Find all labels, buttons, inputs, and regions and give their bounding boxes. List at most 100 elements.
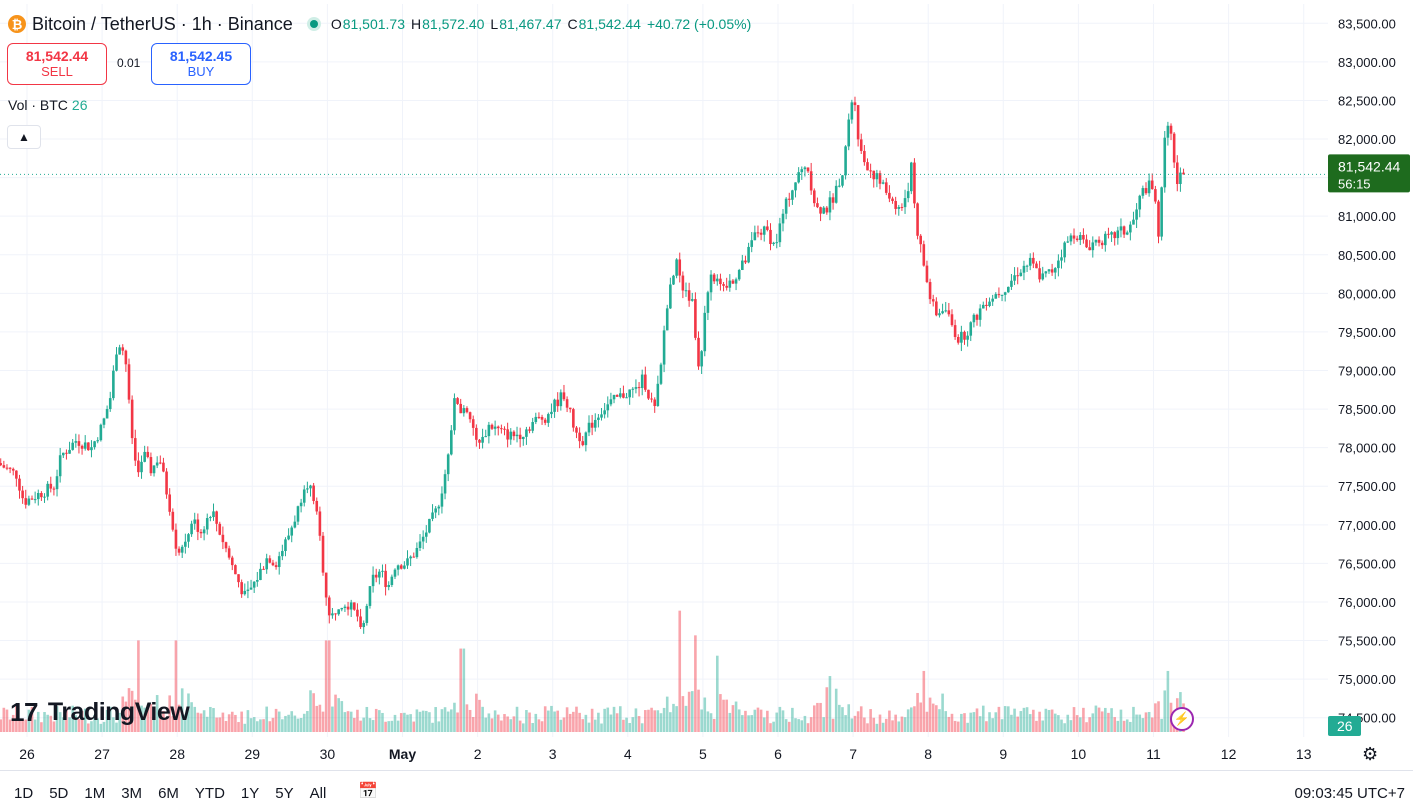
candle-body bbox=[834, 185, 838, 203]
volume-bar bbox=[853, 715, 857, 732]
volume-bar bbox=[809, 717, 813, 732]
candle-body bbox=[766, 226, 769, 230]
calendar-icon[interactable]: 📅 bbox=[358, 783, 378, 800]
candle-body bbox=[162, 462, 165, 472]
candle-body bbox=[240, 582, 243, 595]
range-3m[interactable]: 3M bbox=[121, 785, 143, 802]
candle-body bbox=[866, 162, 869, 171]
volume-bar bbox=[218, 717, 222, 732]
clock-display[interactable]: 09:03:45 UTC+7 bbox=[1294, 785, 1406, 802]
tradingview-logo[interactable]: 17 TradingView bbox=[10, 697, 190, 728]
candle-body bbox=[102, 418, 106, 425]
volume-bar bbox=[215, 717, 218, 732]
volume-bar bbox=[575, 706, 578, 732]
lightning-icon[interactable]: ⚡ bbox=[1170, 707, 1194, 731]
range-1m[interactable]: 1M bbox=[84, 785, 106, 802]
sell-button[interactable]: 81,542.44 SELL bbox=[7, 43, 107, 85]
symbol-title[interactable]: Bitcoin / TetherUS · 1h · Binance bbox=[32, 13, 293, 34]
volume-bar bbox=[418, 711, 422, 732]
candle-body bbox=[1113, 232, 1116, 239]
candle-body bbox=[1122, 226, 1126, 235]
range-1d[interactable]: 1D bbox=[14, 785, 34, 802]
volume-bar bbox=[312, 693, 315, 732]
range-ytd[interactable]: YTD bbox=[194, 785, 225, 802]
volume-bar bbox=[496, 714, 500, 732]
volume-bar bbox=[675, 706, 678, 732]
settings-gear-icon[interactable]: ⚙ bbox=[1362, 744, 1379, 764]
candle-body bbox=[484, 436, 488, 438]
range-5y[interactable]: 5Y bbox=[275, 785, 294, 802]
candle-body bbox=[819, 207, 822, 214]
volume-bar bbox=[1063, 723, 1066, 732]
candle-body bbox=[803, 167, 807, 170]
volume-bar bbox=[540, 721, 544, 732]
time-tick-label: 5 bbox=[699, 746, 707, 762]
candle-body bbox=[787, 198, 791, 200]
volume-bar bbox=[174, 640, 178, 732]
candle-body bbox=[1110, 232, 1113, 235]
candle-body bbox=[597, 417, 600, 420]
candle-body bbox=[503, 428, 506, 430]
candle-body bbox=[550, 411, 553, 415]
candle-body bbox=[800, 169, 804, 173]
volume-bar bbox=[450, 709, 453, 732]
volume-bar bbox=[290, 711, 294, 732]
volume-bar bbox=[21, 718, 24, 732]
volume-legend[interactable]: Vol · BTC 26 bbox=[8, 97, 87, 113]
buy-button[interactable]: 81,542.45 BUY bbox=[151, 43, 251, 85]
volume-bar bbox=[928, 697, 932, 732]
volume-bar bbox=[819, 702, 822, 732]
candle-body bbox=[190, 523, 193, 535]
range-5d[interactable]: 5D bbox=[49, 785, 69, 802]
candle-body bbox=[1091, 242, 1095, 251]
volume-bar bbox=[412, 721, 416, 732]
candle-body bbox=[168, 494, 171, 512]
candle-body bbox=[562, 392, 566, 400]
volume-bar bbox=[171, 716, 175, 732]
candle-body bbox=[143, 451, 146, 462]
volume-bar bbox=[512, 716, 516, 732]
candle-body bbox=[281, 551, 284, 557]
volume-bar bbox=[1041, 720, 1045, 732]
candle-body bbox=[312, 485, 315, 501]
volume-bar bbox=[794, 718, 797, 732]
candle-body bbox=[618, 393, 622, 397]
candle-body bbox=[0, 463, 3, 466]
candle-body bbox=[296, 506, 300, 522]
candle-body bbox=[55, 476, 59, 490]
volume-bar bbox=[1085, 722, 1088, 732]
price-tick-label: 76,000.00 bbox=[1338, 595, 1396, 610]
candle-body bbox=[575, 427, 578, 433]
candle-body bbox=[797, 172, 800, 183]
volume-bar bbox=[1097, 707, 1101, 732]
price-tick-label: 79,500.00 bbox=[1338, 325, 1396, 340]
candle-body bbox=[1013, 275, 1016, 281]
candle-body bbox=[468, 412, 472, 420]
volume-bar bbox=[669, 712, 672, 732]
volume-bar bbox=[997, 706, 1001, 732]
volume-bar bbox=[690, 691, 694, 732]
volume-bar bbox=[521, 723, 525, 732]
time-tick-label: 12 bbox=[1221, 746, 1237, 762]
candle-body bbox=[966, 335, 969, 340]
range-1y[interactable]: 1Y bbox=[240, 785, 260, 802]
volume-bar bbox=[24, 719, 28, 732]
candle-body bbox=[647, 389, 650, 399]
volume-bar bbox=[1154, 703, 1157, 732]
volume-bar bbox=[40, 722, 43, 732]
volume-bar bbox=[318, 704, 322, 732]
candle-body bbox=[356, 609, 359, 617]
candle-body bbox=[587, 422, 591, 433]
volume-bar bbox=[950, 713, 954, 732]
collapse-legend-button[interactable]: ▲ bbox=[7, 125, 41, 149]
candle-body bbox=[1044, 271, 1048, 274]
range-6m[interactable]: 6M bbox=[158, 785, 179, 802]
range-all[interactable]: All bbox=[309, 785, 327, 802]
candle-body bbox=[653, 399, 657, 407]
volume-bar bbox=[155, 695, 159, 732]
candle-body bbox=[105, 409, 109, 419]
volume-bar bbox=[159, 709, 162, 732]
candle-body bbox=[252, 581, 256, 588]
volume-bar bbox=[756, 707, 760, 732]
